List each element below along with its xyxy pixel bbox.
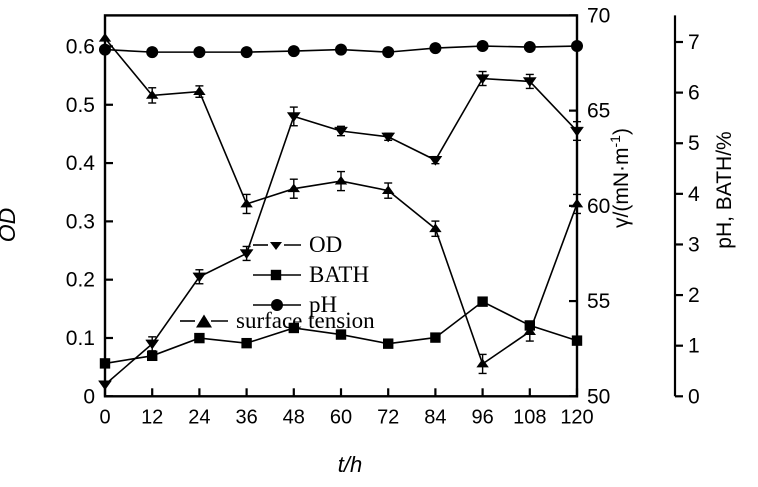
svg-text:24: 24 [188,406,210,428]
svg-text:70: 70 [587,4,610,27]
svg-text:pH, BATH/%: pH, BATH/% [713,131,736,248]
svg-text:0: 0 [99,406,110,428]
svg-text:60: 60 [587,195,610,218]
svg-text:65: 65 [587,100,610,123]
svg-text:96: 96 [471,406,493,428]
svg-text:4: 4 [688,183,700,206]
svg-text:72: 72 [377,406,399,428]
svg-text:84: 84 [424,406,446,428]
svg-text:t/h: t/h [338,452,362,477]
svg-text:0.6: 0.6 [66,35,95,58]
svg-text:0: 0 [688,385,700,408]
svg-text:120: 120 [560,406,593,428]
svg-text:0.1: 0.1 [66,327,95,350]
svg-text:0.2: 0.2 [66,269,95,292]
svg-text:1: 1 [688,335,700,358]
svg-text:0: 0 [83,385,95,408]
svg-text:0.5: 0.5 [66,94,95,117]
svg-text:12: 12 [141,406,163,428]
svg-text:0.3: 0.3 [66,210,95,233]
svg-text:6: 6 [688,82,700,105]
svg-text:55: 55 [587,290,610,313]
svg-text:7: 7 [688,31,700,54]
svg-text:0.4: 0.4 [66,152,96,175]
svg-text:2: 2 [688,284,700,307]
svg-text:108: 108 [513,406,546,428]
svg-text:60: 60 [330,406,352,428]
svg-text:36: 36 [235,406,257,428]
svg-text:5: 5 [688,132,700,155]
svg-text:3: 3 [688,233,700,256]
svg-text:50: 50 [587,385,610,408]
svg-text:48: 48 [283,406,305,428]
svg-text:OD: OD [0,208,20,243]
